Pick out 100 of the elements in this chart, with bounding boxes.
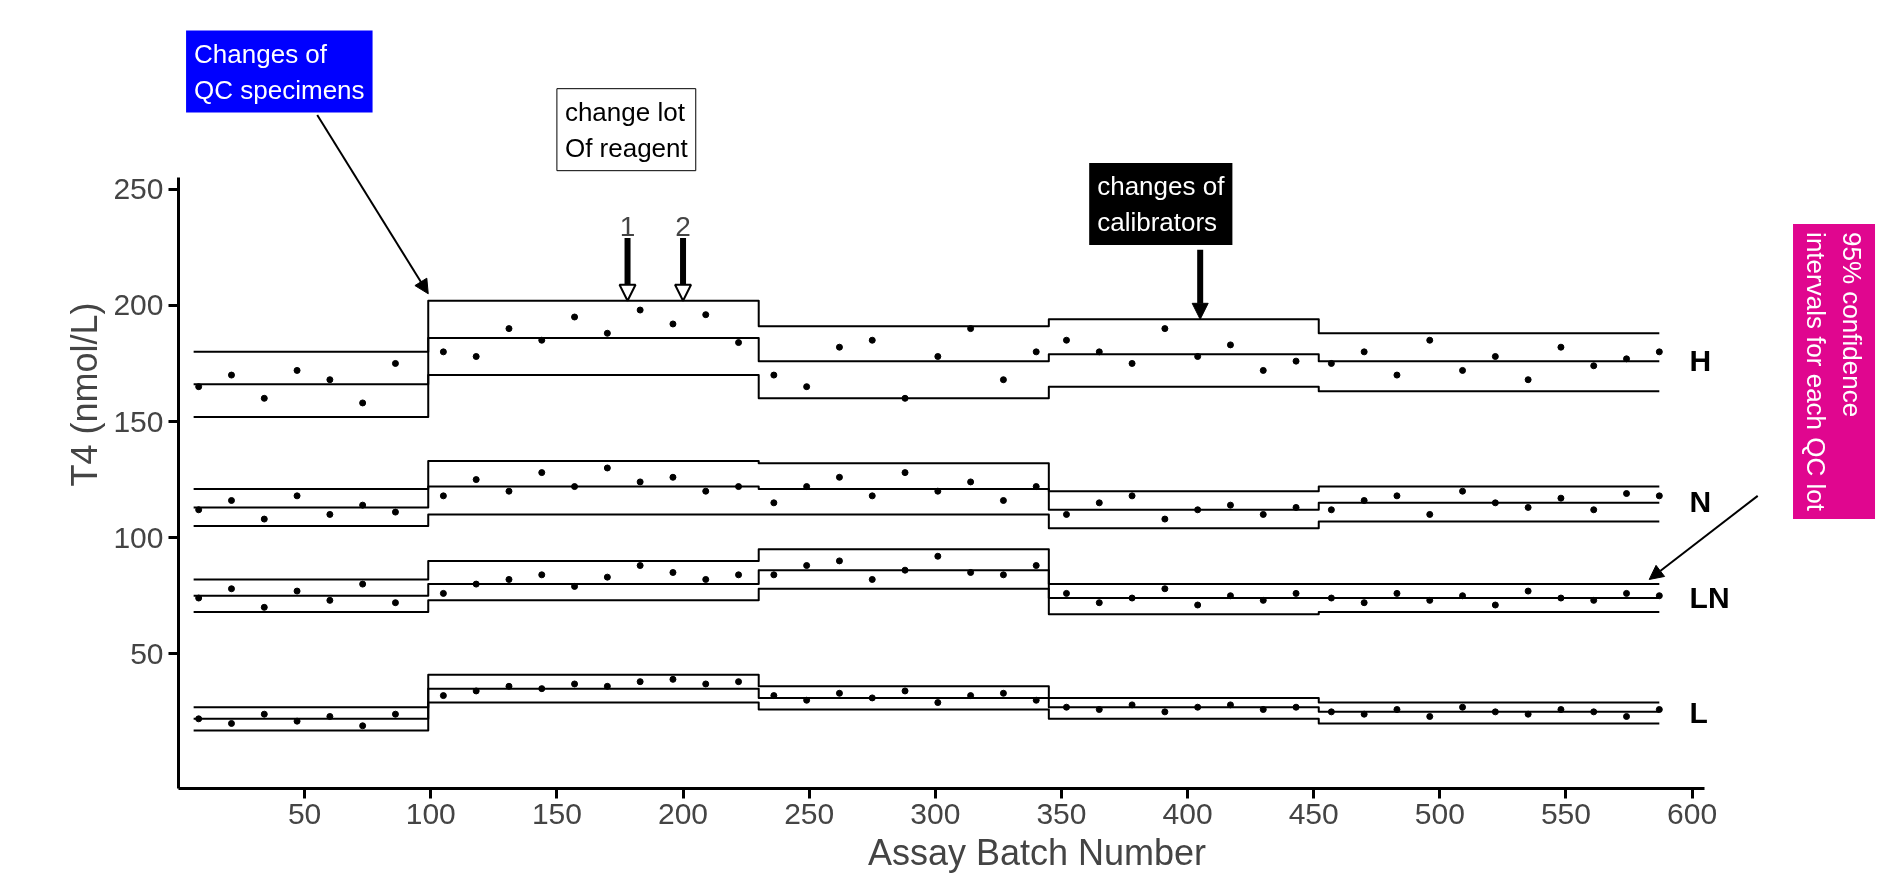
point [538,469,546,477]
point [1128,359,1136,367]
point [391,508,399,516]
point [1161,708,1169,716]
x-tick-label: 550 [1540,796,1592,830]
text: Changes of QC specimens [194,38,365,105]
x-tick-label: 150 [531,796,582,830]
point [1393,589,1401,597]
point [1327,506,1335,514]
text: change lot Of reagent [564,96,689,163]
point [1226,341,1234,349]
point [636,478,644,486]
point [391,710,399,718]
x-axis-title: Assay Batch Number [867,831,1207,873]
point [1459,487,1467,495]
point [391,599,399,607]
point [260,603,268,611]
point [999,497,1007,504]
point [359,399,367,407]
series-label: H [1689,343,1712,377]
point [803,562,811,570]
x-tick-label: 450 [1288,796,1339,830]
x-tick-label: 100 [405,796,456,830]
y-tick-label: 50 [130,636,164,670]
point [1128,492,1136,500]
point [359,722,367,730]
point [1062,336,1070,344]
point [1292,589,1300,597]
annotation: 2 [675,210,691,242]
x-tick-label: 400 [1162,796,1213,830]
point [934,699,942,707]
point [326,376,334,384]
point [636,306,644,314]
point [1524,376,1532,384]
point [1459,703,1467,711]
point [1623,713,1631,720]
point [505,325,513,333]
point [293,587,301,595]
point [1557,494,1565,502]
point [1259,510,1267,518]
point [735,571,743,579]
point [636,678,644,686]
point [1524,503,1532,511]
point [505,487,513,495]
point [669,675,677,683]
point [1655,706,1663,714]
point [391,359,399,367]
point [999,571,1007,579]
point [293,492,301,500]
point [227,585,235,593]
point [803,383,811,391]
point [1194,601,1202,609]
series-label: N [1689,485,1712,519]
point [1623,589,1631,597]
point [326,510,334,518]
point [835,343,843,351]
point [934,353,942,360]
point [636,562,644,570]
y-tick-label: 100 [113,520,164,554]
x-tick-label: 250 [784,796,835,830]
point [260,394,268,402]
annotation: changes of calibrators [1097,171,1226,237]
x-tick-label: 200 [658,796,709,830]
point [835,689,843,697]
point [1161,325,1169,333]
point [999,376,1007,384]
y-tick-label: 200 [113,288,164,322]
x-tick-label: 300 [910,796,961,830]
point [439,589,447,597]
point [439,348,447,356]
point [1655,348,1663,356]
point [472,476,480,484]
point [293,366,301,374]
point [702,680,710,688]
point [868,336,876,344]
point [1292,357,1300,365]
point [735,678,743,686]
x-tick-label: 50 [287,796,322,830]
y-axis-title: T4 (nmol/L) [64,302,106,487]
point [868,492,876,500]
point [1226,501,1234,509]
point [1426,336,1434,344]
annotation: 1 [619,210,636,242]
point [1360,348,1368,356]
point [1161,515,1169,523]
point [1524,587,1532,595]
point [669,473,677,481]
line-series [192,513,1661,530]
point [260,515,268,523]
series-label: LN [1689,581,1730,615]
point [1590,506,1598,514]
point [326,596,334,604]
point [1393,492,1401,500]
point [1426,510,1434,518]
point [359,580,367,588]
point [538,571,546,579]
point [439,692,447,700]
y-tick-label: 150 [113,404,164,438]
point [1062,589,1070,597]
point [835,557,843,565]
